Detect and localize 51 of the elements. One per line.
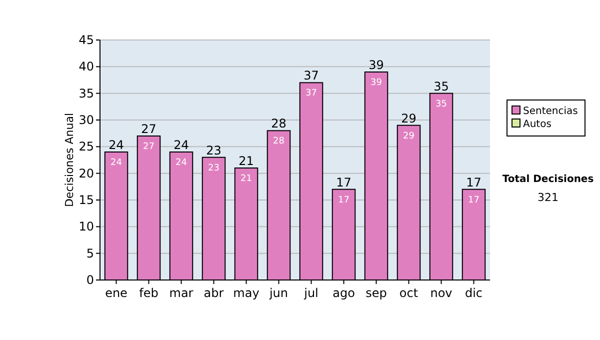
data-label: 24 [110,158,122,168]
x-tick-label: ago [332,286,355,300]
data-label: 23 [208,163,220,174]
x-tick-label: ene [105,286,128,300]
y-tick-label: 25 [78,140,94,154]
x-tick-label: sep [366,286,387,300]
x-tick-label: feb [139,286,158,300]
text: 321 [538,191,558,204]
y-tick-label: 5 [86,246,94,260]
data-label: 17 [468,195,480,206]
total-label: 21 [238,154,254,168]
x-tick-label: jul [303,286,318,300]
legend-label: Autos [523,119,552,130]
x-tick-label: abr [204,286,224,300]
total-label: 24 [108,138,124,152]
x-tick-label: mar [169,286,194,300]
total-label: 24 [174,138,189,152]
y-tick-label: 30 [78,113,94,127]
y-tick-label: 40 [78,60,94,74]
total-label: 17 [466,175,482,190]
y-axis-title: Decisiones Anual [63,112,76,208]
data-label: 28 [273,136,285,147]
legend-label: Sentencias [523,106,578,117]
y-tick-label: 0 [86,273,94,287]
y-tick-label: 15 [78,193,94,207]
data-label: 27 [143,142,154,152]
data-label: 39 [370,78,382,88]
x-tick-label: nov [430,286,452,300]
data-label: 37 [306,88,317,99]
total-label: 23 [206,143,222,158]
data-label: 21 [240,174,252,184]
data-label: 29 [403,131,415,142]
data-label: 17 [338,195,350,206]
total-label: 17 [336,175,352,190]
x-tick-label: dic [464,286,483,300]
y-tick-label: 35 [78,86,94,100]
text: Total Decisiones [502,174,594,185]
total-label: 39 [368,58,384,72]
x-tick-label: jun [268,286,288,300]
y-tick-label: 20 [78,166,94,180]
data-label: 24 [176,158,188,168]
x-tick-label: oct [399,286,418,300]
y-tick-label: 45 [78,33,94,47]
y-tick-label: 10 [78,220,94,234]
data-label: 35 [436,99,447,110]
total-label: 29 [401,111,416,126]
x-tick-label: may [233,286,260,300]
total-label: 35 [434,79,449,94]
total-label: 27 [141,122,156,136]
total-label: 28 [271,116,286,131]
total-label: 37 [304,68,319,83]
